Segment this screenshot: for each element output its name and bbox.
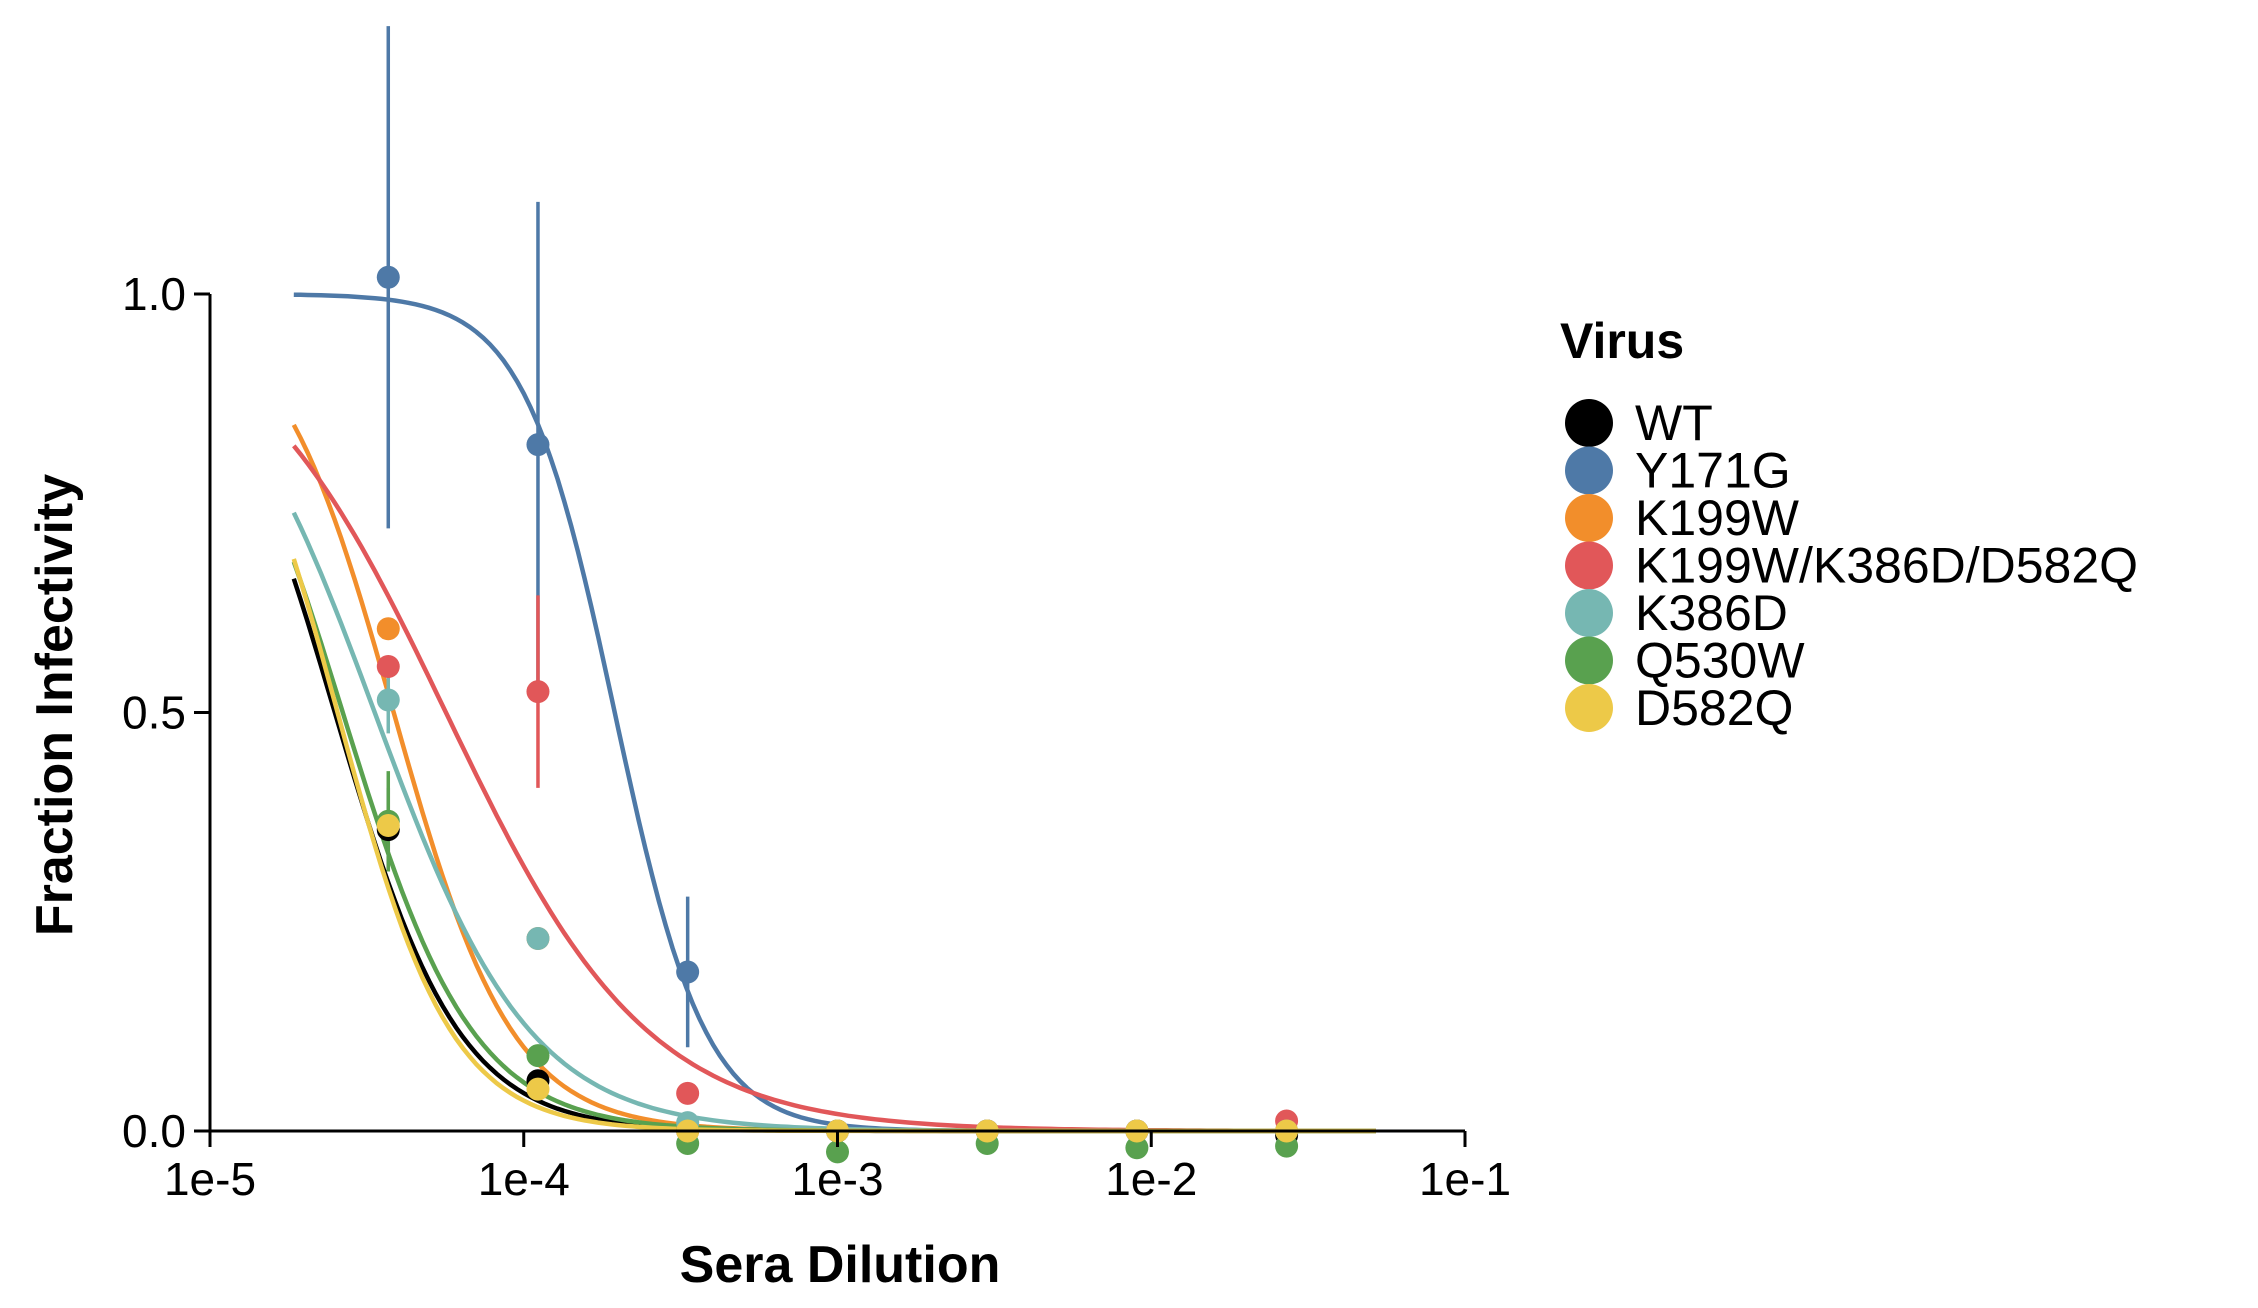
legend-swatch <box>1565 446 1613 495</box>
data-points <box>376 265 1299 1164</box>
data-point <box>376 688 400 712</box>
x-tick-label: 1e-4 <box>478 1153 570 1205</box>
data-point <box>376 654 400 678</box>
data-point <box>526 926 550 950</box>
data-point <box>826 1140 849 1164</box>
y-tick-label: 0.0 <box>122 1105 186 1157</box>
data-point <box>526 433 550 457</box>
axes: 1e-5 1e-4 1e-3 1e-2 1e-1 0.0 0.5 1.0 <box>122 268 1511 1205</box>
data-point <box>1125 1136 1149 1160</box>
legend-swatch <box>1565 541 1613 590</box>
legend-label: Q530W <box>1635 633 1805 689</box>
y-tick-label: 0.5 <box>122 687 186 739</box>
fit-curves <box>291 292 1376 1134</box>
legend-swatch <box>1565 399 1613 447</box>
x-tick-label: 1e-2 <box>1105 1153 1197 1205</box>
legend-swatch <box>1565 684 1613 732</box>
data-point <box>526 680 550 704</box>
data-point <box>526 1077 550 1101</box>
legend-label: K386D <box>1635 585 1788 641</box>
x-tick-label: 1e-1 <box>1419 1153 1511 1205</box>
legend-title: Virus <box>1560 313 1684 369</box>
legend-label: D582Q <box>1635 680 1793 736</box>
legend-label: K199W/K386D/D582Q <box>1635 538 2138 594</box>
legend-label: Y171G <box>1635 443 1791 499</box>
legend-swatch <box>1565 494 1613 542</box>
data-point <box>676 1081 700 1105</box>
y-axis-title: Fraction Infectivity <box>26 474 84 936</box>
y-tick-label: 1.0 <box>122 268 186 320</box>
legend-swatch <box>1565 589 1613 637</box>
data-point <box>376 265 400 289</box>
legend-swatch <box>1565 636 1613 685</box>
data-point <box>526 1044 550 1068</box>
data-point <box>676 960 700 984</box>
x-tick-label: 1e-3 <box>791 1153 883 1205</box>
data-point <box>376 813 400 837</box>
fit-curve <box>291 558 1376 1134</box>
x-tick-label: 1e-5 <box>164 1153 256 1205</box>
fit-curve <box>291 560 1376 1134</box>
data-point <box>376 617 400 641</box>
fit-curve <box>291 578 1376 1134</box>
legend: Virus WTY171GK199WK199W/K386D/D582QK386D… <box>1560 313 2138 736</box>
x-axis-title: Sera Dilution <box>680 1236 1001 1294</box>
legend-label: K199W <box>1635 490 1800 546</box>
legend-label: WT <box>1635 395 1713 451</box>
